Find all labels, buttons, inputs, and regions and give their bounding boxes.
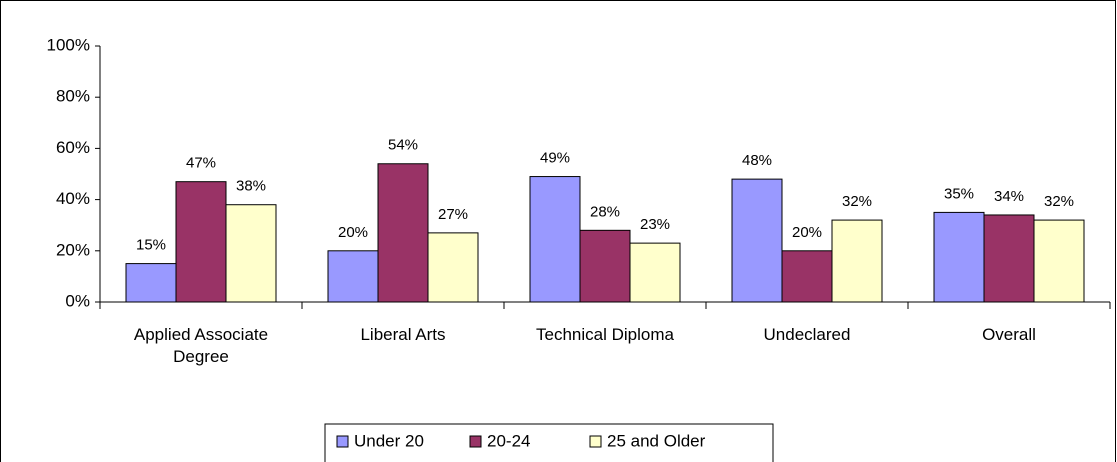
data-label: 49% xyxy=(540,150,570,167)
data-label: 20% xyxy=(338,224,368,241)
data-label: 47% xyxy=(186,155,216,172)
bar xyxy=(831,219,883,303)
bar xyxy=(529,176,581,303)
bar xyxy=(427,232,479,303)
data-label: 28% xyxy=(590,203,620,220)
bar xyxy=(983,214,1035,303)
data-label: 27% xyxy=(438,206,468,223)
bar xyxy=(125,263,177,303)
legend-swatch xyxy=(469,435,482,448)
y-tick-label: 40% xyxy=(56,189,90,208)
data-label: 48% xyxy=(742,152,772,169)
data-label: 20% xyxy=(792,224,822,241)
y-tick-label: 100% xyxy=(47,35,90,54)
data-label: 54% xyxy=(388,137,418,154)
legend-swatch xyxy=(336,435,349,448)
bar xyxy=(731,178,783,303)
bar xyxy=(579,229,631,303)
data-label: 15% xyxy=(136,237,166,254)
y-tick-label: 60% xyxy=(56,138,90,157)
y-tick-label: 80% xyxy=(56,87,90,106)
legend-label: Under 20 xyxy=(354,431,424,450)
x-tick-label: Liberal Arts xyxy=(360,325,446,344)
bar xyxy=(629,242,681,303)
legend-swatch xyxy=(589,435,602,448)
data-label: 32% xyxy=(842,193,872,210)
legend-label: 20-24 xyxy=(487,431,530,450)
x-tick-label: Undeclared xyxy=(763,325,851,344)
x-tick-label: Applied Associate Degree xyxy=(133,325,269,366)
bar xyxy=(377,163,429,303)
legend-box xyxy=(324,423,774,462)
x-tick-label: Overall xyxy=(982,325,1036,344)
bar xyxy=(781,250,833,303)
legend-label: 25 and Older xyxy=(607,431,706,450)
bar xyxy=(327,250,379,303)
y-tick-label: 20% xyxy=(56,240,90,259)
bar xyxy=(225,204,277,303)
bar xyxy=(175,181,227,303)
data-label: 32% xyxy=(1044,193,1074,210)
bar xyxy=(933,211,985,303)
data-label: 35% xyxy=(944,185,974,202)
data-label: 38% xyxy=(236,178,266,195)
data-label: 23% xyxy=(640,216,670,233)
y-tick-label: 0% xyxy=(65,291,90,310)
data-label: 34% xyxy=(994,188,1024,205)
x-tick-label: Technical Diploma xyxy=(536,325,674,344)
bar xyxy=(1033,219,1085,303)
